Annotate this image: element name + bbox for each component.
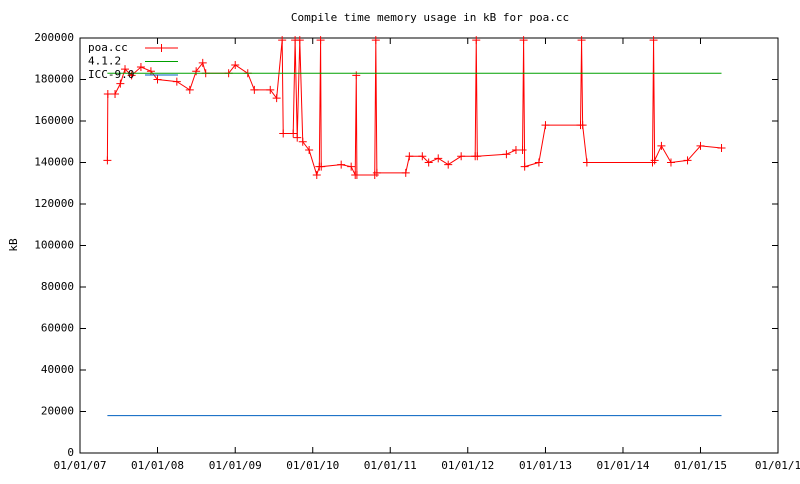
point-marker — [683, 156, 692, 165]
point-marker — [578, 121, 587, 130]
x-tick-label: 01/01/07 — [54, 459, 107, 472]
point-marker — [424, 158, 433, 167]
legend-label: ICC-9.0 — [88, 68, 134, 81]
point-marker — [250, 85, 259, 94]
point-marker — [298, 137, 307, 146]
point-marker — [650, 156, 659, 165]
y-tick-label: 80000 — [41, 280, 74, 293]
point-marker — [316, 36, 325, 45]
point-marker — [111, 90, 120, 99]
point-marker — [405, 152, 414, 161]
point-marker — [418, 152, 427, 161]
point-marker — [649, 36, 658, 45]
x-tick-label: 01/01/15 — [674, 459, 727, 472]
point-marker — [473, 152, 482, 161]
point-marker — [541, 121, 550, 130]
y-tick-label: 160000 — [34, 114, 74, 127]
point-marker — [289, 129, 298, 138]
point-marker — [347, 162, 356, 171]
x-tick-label: 01/01/11 — [364, 459, 417, 472]
point-marker — [185, 85, 194, 94]
y-tick-label: 20000 — [41, 405, 74, 418]
point-marker — [371, 36, 380, 45]
y-tick-label: 140000 — [34, 156, 74, 169]
point-marker — [519, 36, 528, 45]
point-marker — [121, 65, 130, 74]
chart-title: Compile time memory usage in kB for poa.… — [291, 11, 569, 24]
legend-label: 4.1.2 — [88, 55, 121, 68]
point-marker — [312, 170, 321, 179]
point-marker — [352, 71, 361, 80]
x-tick-label: 01/01/09 — [209, 459, 262, 472]
point-marker — [103, 156, 112, 165]
point-marker — [295, 36, 304, 45]
point-marker — [657, 141, 666, 150]
point-marker — [457, 152, 466, 161]
point-marker — [472, 36, 481, 45]
point-marker — [153, 75, 162, 84]
y-tick-label: 60000 — [41, 322, 74, 335]
point-marker — [279, 129, 288, 138]
point-marker — [172, 77, 181, 86]
point-marker — [518, 146, 527, 155]
y-tick-label: 100000 — [34, 239, 74, 252]
point-marker — [317, 162, 326, 171]
x-tick-label: 01/01/12 — [441, 459, 494, 472]
y-tick-label: 120000 — [34, 197, 74, 210]
x-tick-label: 01/01/10 — [286, 459, 339, 472]
point-marker — [434, 154, 443, 163]
point-marker — [534, 158, 543, 167]
point-marker — [717, 143, 726, 152]
point-marker — [272, 94, 281, 103]
y-axis-label: kB — [7, 238, 20, 252]
y-tick-label: 40000 — [41, 363, 74, 376]
point-marker — [103, 90, 112, 99]
x-tick-label: 01/01/14 — [596, 459, 649, 472]
legend-label: poa.cc — [88, 41, 128, 54]
point-marker — [266, 85, 275, 94]
point-marker — [127, 71, 136, 80]
point-marker — [136, 63, 145, 72]
legend-marker — [157, 44, 166, 52]
point-marker — [198, 58, 207, 67]
point-marker — [337, 160, 346, 169]
y-tick-label: 0 — [67, 446, 74, 459]
point-marker — [666, 158, 675, 167]
point-marker — [577, 36, 586, 45]
x-tick-label: 01/01/13 — [519, 459, 572, 472]
point-marker — [648, 158, 657, 167]
point-marker — [192, 67, 201, 76]
point-marker — [520, 162, 529, 171]
point-marker — [372, 168, 381, 177]
point-marker — [370, 170, 379, 179]
x-tick-label: 01/01/08 — [131, 459, 184, 472]
point-marker — [293, 133, 302, 142]
y-tick-label: 200000 — [34, 31, 74, 44]
point-marker — [582, 158, 591, 167]
point-marker — [444, 160, 453, 169]
point-marker — [231, 60, 240, 69]
y-tick-label: 180000 — [34, 73, 74, 86]
point-marker — [401, 168, 410, 177]
point-marker — [502, 150, 511, 159]
point-marker — [305, 146, 314, 155]
point-marker — [116, 79, 125, 88]
point-marker — [696, 141, 705, 150]
point-marker — [278, 36, 287, 45]
x-tick-label: 01/01/1 — [755, 459, 800, 472]
point-marker — [146, 67, 155, 76]
point-marker — [352, 170, 361, 179]
